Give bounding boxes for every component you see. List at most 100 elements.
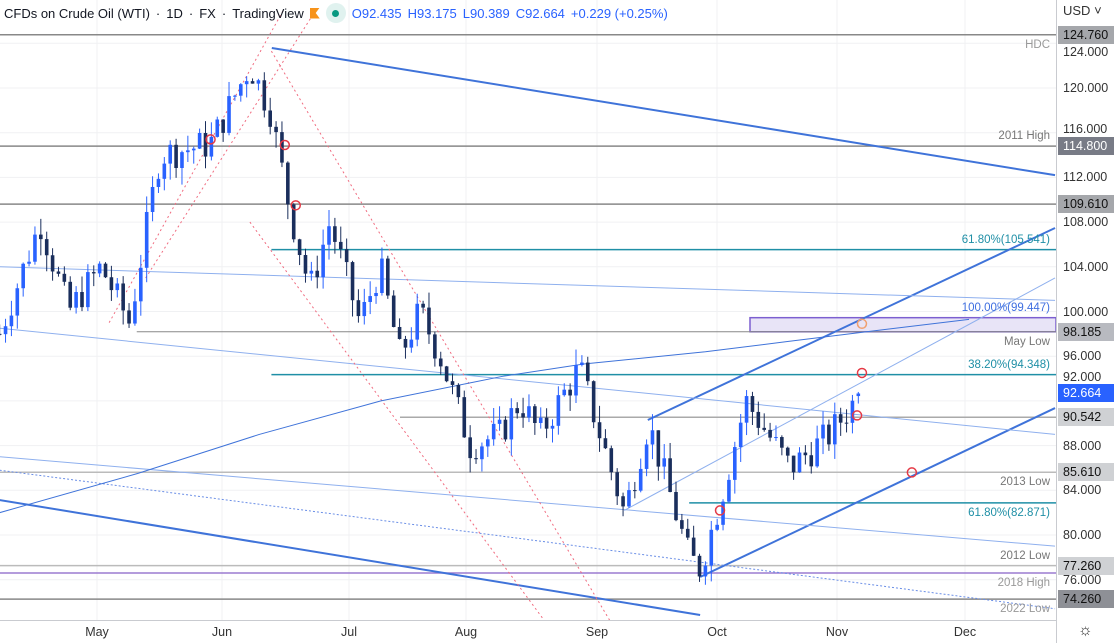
- fib-zone: [749, 316, 1056, 333]
- signal-marker: [856, 318, 868, 330]
- market-status-icon: [325, 3, 346, 23]
- price-tag: 98.185: [1058, 322, 1114, 341]
- candle-body: [750, 396, 755, 412]
- interval[interactable]: 1D: [166, 5, 183, 21]
- month-label: Dec: [953, 625, 977, 639]
- candle-body: [497, 419, 502, 424]
- level-label: 61.80%(105.541): [961, 233, 1050, 246]
- price-tag: 77.260: [1058, 556, 1114, 575]
- signal-marker: [714, 505, 726, 516]
- price-tick: 108.000: [1063, 215, 1109, 230]
- trendline: [647, 227, 1056, 421]
- candle-body: [356, 300, 361, 317]
- candle-body: [674, 491, 678, 521]
- time-axis[interactable]: May Jun Jul Aug Sep Oct Nov Dec: [0, 620, 1056, 643]
- level-label: 2012 Low: [1000, 549, 1050, 562]
- price-tick: 120.000: [1063, 81, 1109, 95]
- candle-body: [509, 408, 514, 440]
- candle-body: [744, 396, 749, 423]
- candle-body: [315, 270, 320, 278]
- candle-body: [68, 281, 73, 308]
- ohlc-close: C92.664: [515, 5, 565, 21]
- trendline: [0, 456, 1056, 547]
- candle-body: [174, 144, 178, 169]
- platform: TradingView: [232, 5, 304, 21]
- candle-body: [585, 362, 590, 382]
- source: FX: [199, 5, 216, 21]
- price-chart[interactable]: [0, 0, 1056, 620]
- candle-body: [650, 430, 655, 445]
- price-tick: 116.000: [1063, 121, 1108, 136]
- candle-body: [227, 96, 231, 133]
- candle-body: [827, 424, 831, 445]
- candle-body: [409, 339, 414, 348]
- candle-body: [233, 95, 237, 97]
- price-tick: 80.000: [1063, 528, 1102, 542]
- candle-body: [421, 303, 425, 308]
- month-label: May: [85, 625, 109, 639]
- signal-marker: [906, 467, 918, 478]
- candle-body: [162, 163, 167, 179]
- candle-body: [691, 537, 696, 556]
- candle-body: [633, 490, 637, 492]
- candle-body: [609, 448, 614, 473]
- moving-average-200: [0, 318, 970, 514]
- candle-body: [485, 439, 490, 447]
- candle-body: [462, 397, 467, 438]
- trendline: [271, 47, 1056, 177]
- candle-body: [662, 458, 667, 467]
- level-label: 38.20%(94.348): [968, 358, 1050, 371]
- separator: ·: [188, 5, 194, 21]
- candle-body: [80, 292, 84, 308]
- candle-body: [338, 241, 343, 250]
- candle-body: [115, 283, 120, 291]
- price-tick: 88.000: [1063, 438, 1102, 453]
- currency-selector[interactable]: USD ˅: [1063, 3, 1102, 18]
- month-label: Nov: [825, 625, 849, 639]
- candle-body: [380, 258, 384, 294]
- candle-body: [685, 528, 690, 538]
- level-label: 2013 Low: [1000, 476, 1050, 489]
- trendline: [270, 50, 611, 620]
- candle-body: [33, 234, 37, 262]
- candle-body: [533, 406, 537, 424]
- candle-body: [209, 136, 214, 157]
- price-tick: 100.000: [1063, 304, 1109, 319]
- candle-body: [327, 226, 331, 245]
- candle-body: [368, 296, 372, 302]
- candle-body: [250, 81, 255, 84]
- candle-body: [397, 326, 402, 339]
- candle-body: [468, 437, 472, 459]
- candle-body: [21, 263, 25, 289]
- symbol-title[interactable]: CFDs on Crude Oil (WTI): [4, 5, 150, 21]
- candle-body: [91, 272, 96, 274]
- candle-body: [391, 295, 396, 327]
- price-tick: 76.000: [1063, 572, 1102, 587]
- candle-body: [197, 133, 202, 149]
- candle-body: [244, 81, 249, 85]
- level-label: 2022 Low: [1000, 603, 1050, 616]
- candle-body: [668, 458, 672, 492]
- price-tag: 74.260: [1058, 590, 1114, 609]
- candle-body: [738, 422, 743, 448]
- signal-marker: [205, 134, 216, 145]
- candle-body: [550, 425, 555, 429]
- candle-body: [444, 366, 449, 382]
- ohlc-high: H93.175: [407, 5, 457, 21]
- candle-body: [597, 422, 602, 439]
- flag-icon[interactable]: [309, 7, 320, 19]
- candle-body: [238, 84, 243, 96]
- candle-body: [709, 529, 714, 566]
- candle-body: [850, 400, 855, 423]
- trendline: [699, 407, 1056, 578]
- candle-body: [474, 458, 478, 460]
- price-axis[interactable]: USD ˅ 124.760 114.800 109.610 98.185 92.664 9…: [1056, 0, 1114, 643]
- candle-body: [39, 234, 43, 240]
- candle-body: [785, 447, 790, 456]
- level-label: HDC: [1025, 38, 1050, 51]
- candle-body: [450, 381, 455, 385]
- settings-gear-icon[interactable]: ☼: [1078, 622, 1093, 639]
- candle-body: [386, 258, 390, 296]
- ohlc-low: L90.389: [462, 5, 510, 21]
- candle-body: [56, 271, 61, 274]
